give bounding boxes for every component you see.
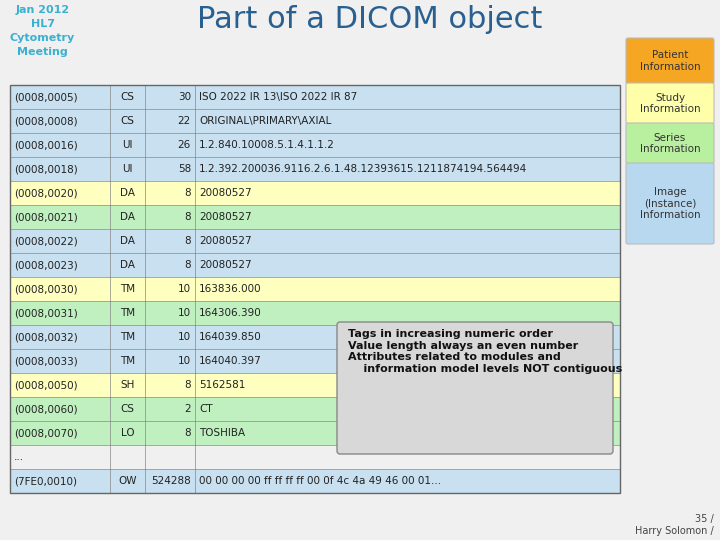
Text: ORIGINAL\PRIMARY\AXIAL: ORIGINAL\PRIMARY\AXIAL xyxy=(199,116,331,126)
Bar xyxy=(10,109,620,133)
Text: (0008,0023): (0008,0023) xyxy=(14,260,78,270)
Text: (0008,0018): (0008,0018) xyxy=(14,164,78,174)
Text: (0008,0021): (0008,0021) xyxy=(14,212,78,222)
Text: 30: 30 xyxy=(178,92,191,102)
Bar xyxy=(10,373,620,397)
Text: (0008,0005): (0008,0005) xyxy=(14,92,78,102)
Bar xyxy=(10,349,620,373)
Text: 8: 8 xyxy=(184,260,191,270)
Text: TM: TM xyxy=(120,356,135,366)
Text: (0008,0050): (0008,0050) xyxy=(14,380,78,390)
Text: TM: TM xyxy=(120,308,135,318)
Text: LO: LO xyxy=(121,428,135,438)
Text: 1.2.392.200036.9116.2.6.1.48.12393615.1211874194.564494: 1.2.392.200036.9116.2.6.1.48.12393615.12… xyxy=(199,164,527,174)
Text: 1.2.840.10008.5.1.4.1.1.2: 1.2.840.10008.5.1.4.1.1.2 xyxy=(199,140,335,150)
Text: UI: UI xyxy=(122,140,132,150)
Text: 163836.000: 163836.000 xyxy=(199,284,261,294)
Text: Image
(Instance)
Information: Image (Instance) Information xyxy=(639,187,701,220)
Bar xyxy=(10,85,620,493)
Text: 10: 10 xyxy=(178,356,191,366)
Text: (0008,0032): (0008,0032) xyxy=(14,332,78,342)
Text: 8: 8 xyxy=(184,188,191,198)
Text: 8: 8 xyxy=(184,380,191,390)
Text: UI: UI xyxy=(122,164,132,174)
Text: TOSHIBA: TOSHIBA xyxy=(199,428,245,438)
Text: 20080527: 20080527 xyxy=(199,260,251,270)
Text: DA: DA xyxy=(120,188,135,198)
Text: 164040.397: 164040.397 xyxy=(199,356,262,366)
FancyBboxPatch shape xyxy=(626,163,714,244)
Bar xyxy=(10,253,620,277)
Text: 164039.850: 164039.850 xyxy=(199,332,262,342)
Text: 20080527: 20080527 xyxy=(199,188,251,198)
Text: 10: 10 xyxy=(178,332,191,342)
Text: 35 /
Harry Solomon /: 35 / Harry Solomon / xyxy=(635,515,714,536)
Bar xyxy=(10,445,620,469)
Bar xyxy=(10,133,620,157)
Text: TM: TM xyxy=(120,332,135,342)
Text: CT: CT xyxy=(199,404,212,414)
Text: Tags in increasing numeric order
Value length always an even number
Attributes r: Tags in increasing numeric order Value l… xyxy=(348,329,622,374)
Text: 10: 10 xyxy=(178,308,191,318)
Bar xyxy=(10,181,620,205)
Bar xyxy=(10,325,620,349)
Text: CS: CS xyxy=(120,92,135,102)
Text: Patient
Information: Patient Information xyxy=(639,50,701,72)
Text: 8: 8 xyxy=(184,428,191,438)
Text: DA: DA xyxy=(120,236,135,246)
Bar xyxy=(10,277,620,301)
Text: CS: CS xyxy=(120,116,135,126)
Text: OW: OW xyxy=(118,476,137,486)
Text: TM: TM xyxy=(120,284,135,294)
Text: 2: 2 xyxy=(184,404,191,414)
Text: 58: 58 xyxy=(178,164,191,174)
Text: (0008,0033): (0008,0033) xyxy=(14,356,78,366)
Bar xyxy=(10,469,620,493)
Text: DA: DA xyxy=(120,212,135,222)
Text: (0008,0030): (0008,0030) xyxy=(14,284,78,294)
Text: (0008,0070): (0008,0070) xyxy=(14,428,78,438)
Bar xyxy=(10,205,620,229)
Text: (0008,0020): (0008,0020) xyxy=(14,188,78,198)
Bar xyxy=(10,397,620,421)
FancyBboxPatch shape xyxy=(337,322,613,454)
Text: 26: 26 xyxy=(178,140,191,150)
Text: (0008,0016): (0008,0016) xyxy=(14,140,78,150)
Text: 00 00 00 00 ff ff ff ff 00 0f 4c 4a 49 46 00 01...: 00 00 00 00 ff ff ff ff 00 0f 4c 4a 49 4… xyxy=(199,476,441,486)
Text: 10: 10 xyxy=(178,284,191,294)
Text: 5162581: 5162581 xyxy=(199,380,246,390)
Bar xyxy=(10,85,620,109)
Text: 524288: 524288 xyxy=(151,476,191,486)
Text: 8: 8 xyxy=(184,212,191,222)
Bar xyxy=(10,157,620,181)
Text: 164306.390: 164306.390 xyxy=(199,308,262,318)
Text: DA: DA xyxy=(120,260,135,270)
Text: Jan 2012
HL7
Cytometry
Meeting: Jan 2012 HL7 Cytometry Meeting xyxy=(10,5,76,57)
Text: SH: SH xyxy=(120,380,135,390)
FancyBboxPatch shape xyxy=(626,123,714,164)
Text: Part of a DICOM object: Part of a DICOM object xyxy=(197,5,543,34)
FancyBboxPatch shape xyxy=(626,83,714,124)
Text: (0008,0060): (0008,0060) xyxy=(14,404,78,414)
Text: (0008,0031): (0008,0031) xyxy=(14,308,78,318)
Text: ISO 2022 IR 13\ISO 2022 IR 87: ISO 2022 IR 13\ISO 2022 IR 87 xyxy=(199,92,357,102)
Text: 20080527: 20080527 xyxy=(199,212,251,222)
Text: ...: ... xyxy=(14,452,24,462)
FancyBboxPatch shape xyxy=(626,38,714,84)
Text: 22: 22 xyxy=(178,116,191,126)
Text: 20080527: 20080527 xyxy=(199,236,251,246)
Text: (7FE0,0010): (7FE0,0010) xyxy=(14,476,77,486)
Bar xyxy=(10,229,620,253)
Text: Study
Information: Study Information xyxy=(639,93,701,114)
Text: (0008,0022): (0008,0022) xyxy=(14,236,78,246)
Text: 8: 8 xyxy=(184,236,191,246)
Text: (0008,0008): (0008,0008) xyxy=(14,116,78,126)
Bar xyxy=(10,301,620,325)
Bar xyxy=(10,421,620,445)
Text: Series
Information: Series Information xyxy=(639,133,701,154)
Text: CS: CS xyxy=(120,404,135,414)
